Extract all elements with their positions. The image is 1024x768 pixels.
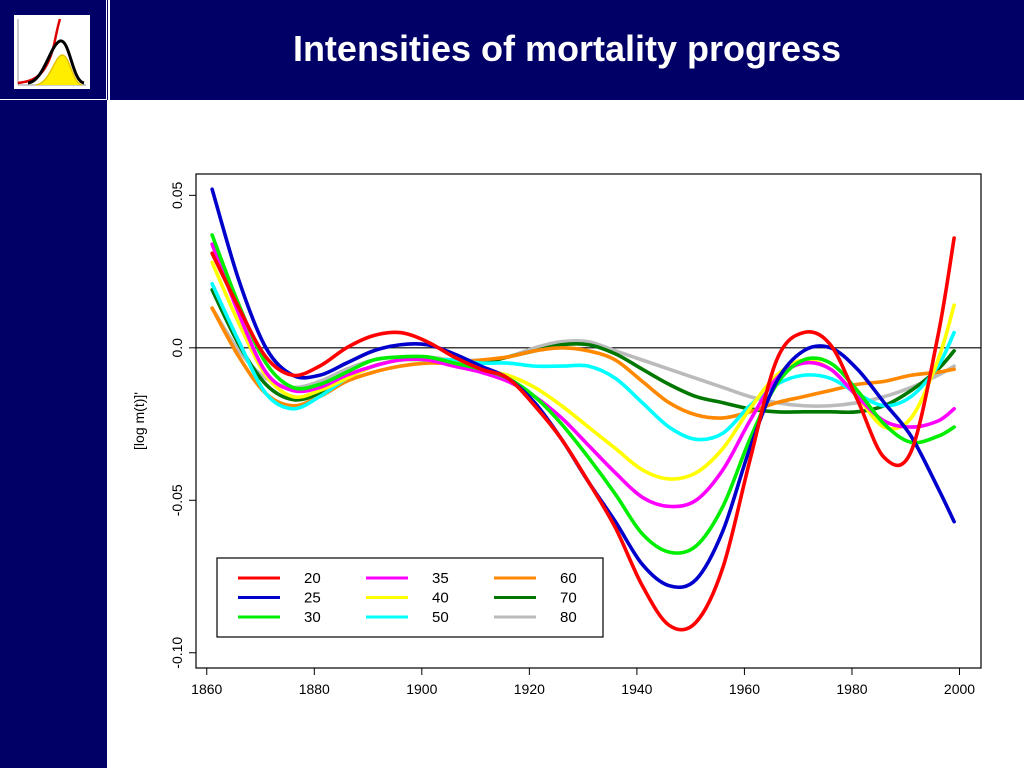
series-line-30	[210, 233, 956, 555]
legend-box	[216, 557, 604, 638]
page-title: Intensities of mortality progress	[292, 28, 842, 69]
x-tick-label: 1940	[621, 681, 652, 697]
series-line-50	[210, 281, 956, 442]
line-chart: 1860 1880 1900 1920 1940 1960 1980 2000 0.05 0.0 -…	[131, 173, 982, 697]
legend-label-25: 25	[304, 590, 321, 607]
plot-frame	[195, 173, 982, 669]
x-tick-label: 1980	[836, 681, 867, 697]
y-tick-label: -0.10	[169, 637, 185, 669]
legend-label-20: 20	[304, 570, 321, 587]
series-line-80	[210, 306, 956, 408]
legend-label-60: 60	[560, 570, 577, 587]
x-tick-label: 2000	[944, 681, 975, 697]
series-line-35	[210, 242, 956, 509]
legend-label-40: 40	[432, 590, 449, 607]
legend-label-80: 80	[560, 609, 577, 626]
legend-label-50: 50	[432, 609, 449, 626]
mortality-curves-logo-icon	[14, 15, 90, 89]
series-line-20	[210, 236, 956, 632]
x-tick-label: 1960	[729, 681, 760, 697]
y-axis-label: [log m(t)]'	[131, 392, 147, 450]
y-tick-label: 0.05	[169, 182, 185, 209]
header-bar	[0, 0, 1024, 100]
x-tick-label: 1920	[514, 681, 545, 697]
y-tick-label: -0.05	[169, 484, 185, 516]
side-bar	[0, 100, 107, 768]
legend-label-35: 35	[432, 570, 449, 587]
logo-box	[0, 0, 107, 100]
header-divider	[108, 0, 110, 100]
x-tick-label: 1880	[299, 681, 330, 697]
legend-label-30: 30	[304, 609, 321, 626]
legend-label-70: 70	[560, 590, 577, 607]
x-tick-label: 1860	[191, 681, 222, 697]
x-tick-label: 1900	[406, 681, 437, 697]
y-tick-label: 0.0	[169, 338, 185, 358]
